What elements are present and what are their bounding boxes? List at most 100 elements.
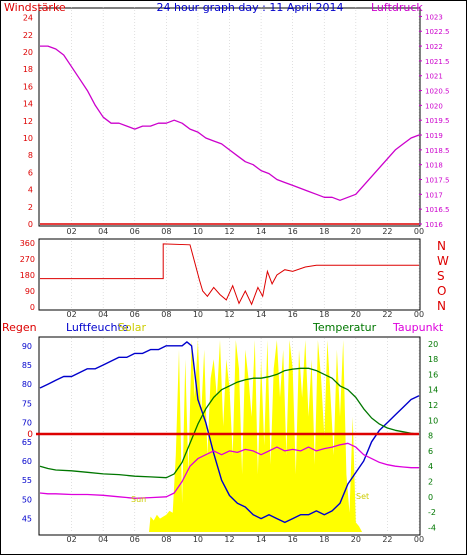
x-tick-label-bottom: 06 [130,535,140,544]
wind-direction-line [40,243,419,306]
top-left-tick-label: 22 [23,31,33,40]
top-right-tick-label: 1016 [425,221,443,229]
x-tick-label-top: 22 [382,227,392,236]
grid-layer [71,7,420,533]
x-tick-label-bottom: 04 [98,535,108,544]
top-right-tick-label: 1019 [425,132,443,140]
x-tick-label-bottom: 08 [161,535,171,544]
x-tick-label-top: 02 [66,227,76,236]
humidity-tick-label: 75 [22,399,32,408]
x-tick-label-bottom: 14 [256,535,266,544]
x-tick-label-bottom: 18 [319,535,329,544]
middle-left-tick-label: 360 [20,239,35,248]
temperature-tick-label: 18 [428,355,438,364]
solar-layer [40,340,419,532]
humidity-line [39,341,420,524]
temperature-tick-label: 0 [428,493,433,502]
x-tick-label-middle: 22 [382,310,392,319]
x-tick-label-middle: 14 [256,310,266,319]
x-tick-label-bottom: 02 [66,535,76,544]
pressure-line [40,45,420,201]
temperature-tick-label: 16 [428,370,438,379]
top-right-tick-label: 1023 [425,13,443,21]
x-tick-label-middle: 10 [193,310,203,319]
x-tick-label-bottom: 22 [382,535,392,544]
temperature-tick-label: 14 [428,386,438,395]
humidity-tick-label: 65 [22,438,32,447]
temperature-tick-label: 4 [428,462,433,471]
x-tick-label-top: 06 [130,227,140,236]
compass-label: N [437,239,446,253]
humidity-tick-label: 70 [22,419,32,428]
x-tick-label-middle: 12 [224,310,234,319]
humidity-tick-label: 45 [22,515,32,524]
top-left-tick-label: 8 [28,151,33,160]
top-left-tick-label: 24 [23,14,33,23]
top-right-tick-label: 1018 [425,162,443,170]
middle-left-tick-label: 90 [25,287,35,296]
solar-area [40,340,419,532]
compass-label: S [437,269,445,283]
x-tick-label-bottom: 20 [351,535,361,544]
humidity-tick-label: 90 [22,342,32,351]
temperature-label: Temperatur [312,321,377,334]
temperature-tick-label: 6 [428,447,433,456]
x-tick-label-top: 14 [256,227,266,236]
pressure-axis-label: Luftdruck [371,1,423,14]
temperature-tick-label: 12 [428,401,438,410]
x-tick-label-top: 04 [98,227,108,236]
temperature-tick-label: 20 [428,340,438,349]
middle-left-tick-label: 180 [20,271,35,280]
x-tick-label-middle: 00 [414,310,424,319]
top-left-tick-label: 4 [28,186,33,195]
x-tick-label-middle: 08 [161,310,171,319]
dewpoint-line [39,442,419,499]
compass-label: W [437,254,449,268]
compass-label: O [437,284,446,298]
x-tick-label-top: 08 [161,227,171,236]
solar-label: Solar [118,321,147,334]
x-tick-label-bottom: 12 [224,535,234,544]
rain-value-label: 0 [27,430,33,440]
temperature-tick-label: -2 [428,508,436,517]
top-right-tick-label: 1022 [425,43,443,51]
humidity-tick-label: 85 [22,361,32,370]
top-right-tick-label: 1018.5 [425,147,450,155]
humidity-tick-label: 80 [22,380,32,389]
top-left-tick-label: 2 [28,203,33,212]
tick-layer: 02 04 06 08 10 12 14 16 18 20 22 000246810121416182… [20,13,450,544]
humidity-tick-label: 60 [22,457,32,466]
rain-label: Regen [2,321,37,334]
compass-label: N [437,299,446,313]
x-tick-label-middle: 18 [319,310,329,319]
top-right-tick-label: 1017 [425,191,443,199]
x-tick-label-top: 20 [351,227,361,236]
middle-left-tick-label: 270 [20,255,35,264]
top-left-tick-label: 16 [23,82,33,91]
x-tick-label-top: 00 [414,227,424,236]
top-left-tick-label: 20 [23,48,33,57]
temperature-tick-label: 2 [428,478,433,487]
top-right-tick-label: 1020.5 [425,88,450,96]
top-left-tick-label: 0 [28,220,33,229]
top-right-tick-label: 1021.5 [425,58,450,66]
x-tick-label-top: 10 [193,227,203,236]
chart-title: 24 hour graph day : 11 April 2014 [157,1,344,14]
top-right-tick-label: 1021 [425,73,443,81]
wind-axis-label: Windstärke [4,1,66,14]
top-left-tick-label: 6 [28,168,33,177]
x-tick-label-bottom: 16 [288,535,298,544]
dewpoint-label: Taupunkt [392,321,444,334]
temperature-tick-label: 8 [428,432,433,441]
x-tick-label-top: 18 [319,227,329,236]
bottom-panel-frame [38,336,421,536]
top-left-tick-label: 12 [23,117,33,126]
top-right-tick-label: 1017.5 [425,177,450,185]
top-right-tick-label: 1020 [425,102,443,110]
x-tick-label-middle: 06 [130,310,140,319]
middle-left-tick-label: 0 [30,303,35,312]
humidity-tick-label: 50 [22,495,32,504]
top-left-tick-label: 14 [23,100,33,109]
sunset-label: Set [356,492,369,501]
middle-panel-frame [38,238,421,311]
